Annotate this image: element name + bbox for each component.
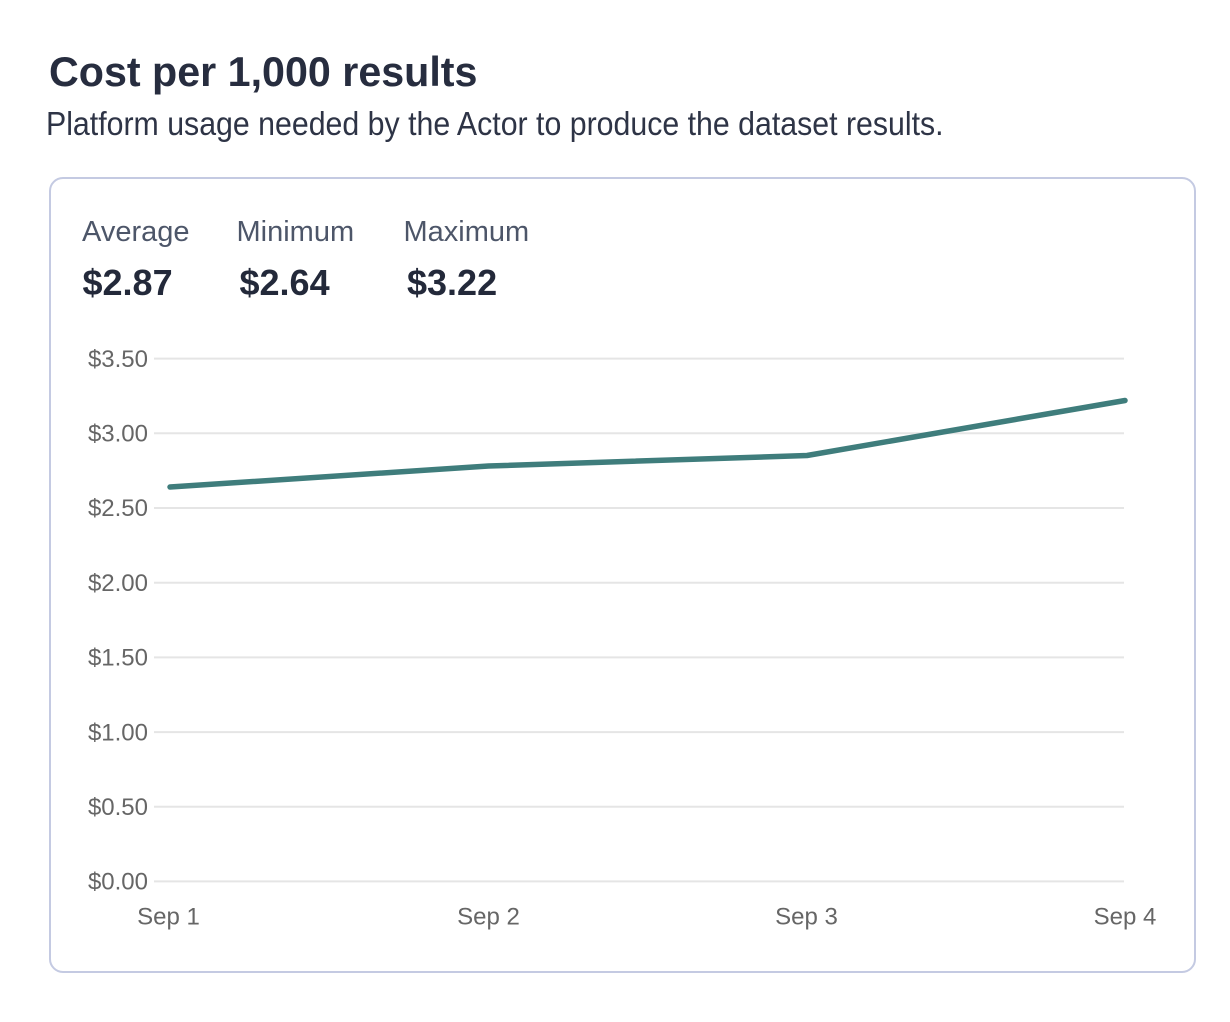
svg-text:Sep 2: Sep 2 bbox=[457, 904, 520, 931]
svg-text:Sep 3: Sep 3 bbox=[775, 904, 838, 931]
svg-text:Sep 1: Sep 1 bbox=[137, 904, 200, 931]
svg-text:$0.00: $0.00 bbox=[88, 869, 148, 896]
svg-text:$3.50: $3.50 bbox=[88, 346, 148, 373]
svg-text:$2.00: $2.00 bbox=[88, 570, 148, 597]
svg-text:$1.00: $1.00 bbox=[88, 719, 148, 746]
svg-text:$1.50: $1.50 bbox=[88, 645, 148, 672]
svg-text:$0.50: $0.50 bbox=[88, 794, 148, 821]
svg-text:$2.50: $2.50 bbox=[88, 495, 148, 522]
svg-text:Sep 4: Sep 4 bbox=[1094, 904, 1157, 931]
svg-text:$3.00: $3.00 bbox=[88, 421, 148, 448]
